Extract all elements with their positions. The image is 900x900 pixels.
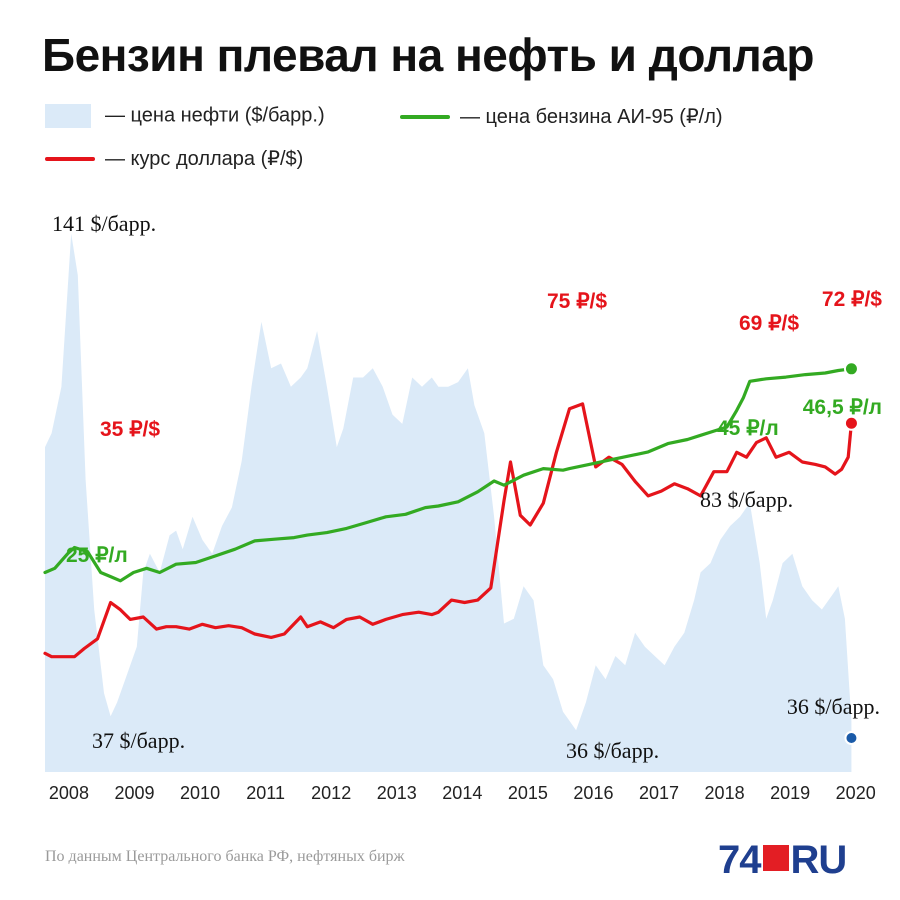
annotation-petrol-0: 25 ₽/л [66,544,128,567]
usd-end-marker [843,415,859,431]
x-tick-label-2017: 2017 [639,783,679,803]
annotation-petrol-1: 45 ₽/л [717,417,779,440]
logo-suffix: RU [790,838,848,882]
series-petrol-line [43,367,854,583]
annotation-usd-0: 35 ₽/$ [100,418,160,441]
x-tick-label-2016: 2016 [573,783,613,803]
logo-prefix: 74 [718,838,761,882]
logo-74ru: 74 RU [718,838,848,883]
legend-label-oil: — цена нефти ($/барр.) [105,104,325,127]
annotation-oil-3: 83 $/барр. [700,487,793,512]
x-tick-label-2019: 2019 [770,783,810,803]
x-tick-label-2013: 2013 [377,783,417,803]
source-note: По данным Центрального банка РФ, нефтяны… [45,848,405,865]
legend-swatch-petrol [400,114,450,119]
x-tick-label-2008: 2008 [49,783,89,803]
legend-item-petrol: — цена бензина АИ-95 (₽/л) [400,104,723,129]
annotation-oil-0: 141 $/барр. [52,211,156,236]
x-tick-label-2012: 2012 [311,783,351,803]
x-tick-label-2011: 2011 [246,783,285,803]
annotation-usd-2: 69 ₽/$ [739,312,799,335]
x-tick-label-2018: 2018 [705,783,745,803]
legend-label-usd: — курс доллара (₽/$) [105,148,304,170]
annotation-oil-1: 37 $/барр. [92,728,185,753]
x-tick-label-2014: 2014 [442,783,482,803]
annotation-petrol-2: 46,5 ₽/л [803,396,882,419]
x-tick-label-2015: 2015 [508,783,548,803]
legend-item-usd: — курс доллара (₽/$) [45,146,303,171]
annotation-usd-1: 75 ₽/$ [547,290,607,313]
annotation-oil-2: 36 $/барр. [566,738,659,763]
legend-item-oil: — цена нефти ($/барр.) [45,104,325,128]
legend-swatch-oil [45,104,91,128]
x-tick-label-2020: 2020 [836,783,876,803]
oil-end-marker [844,731,859,745]
chart-title: Бензин плевал на нефть и доллар [42,29,814,81]
x-tick-label-2009: 2009 [114,783,154,803]
annotation-oil-4: 36 $/барр. [787,694,880,719]
annotation-usd-3: 72 ₽/$ [822,288,882,311]
petrol-end-marker [843,361,859,377]
legend-swatch-usd [45,156,95,161]
legend-label-petrol: — цена бензина АИ-95 (₽/л) [460,106,723,128]
logo-square-icon [762,845,789,871]
x-tick-label-2010: 2010 [180,783,220,803]
series-usd-line [43,402,854,659]
